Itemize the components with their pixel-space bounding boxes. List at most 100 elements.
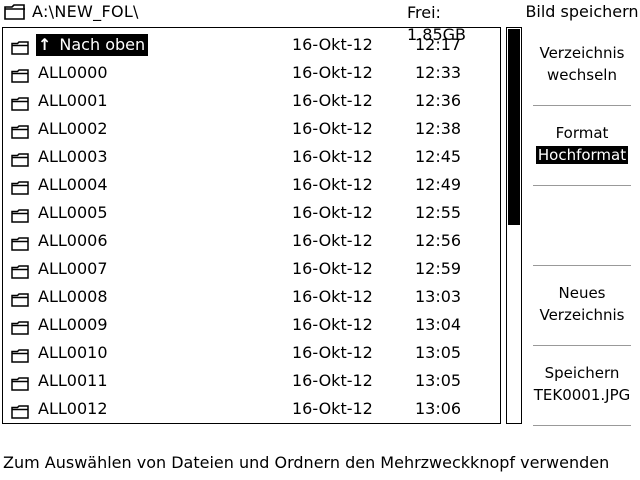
change-directory-button[interactable]: Verzeichnis wechseln: [533, 42, 631, 86]
new-directory-button[interactable]: Neues Verzeichnis: [533, 282, 631, 326]
file-date: 16-Okt-12: [292, 35, 373, 54]
file-name: ALL0007: [36, 258, 111, 280]
file-row[interactable]: ALL0007 16-Okt-12 12:59: [3, 255, 500, 283]
file-date: 16-Okt-12: [292, 147, 373, 166]
file-name: ALL0001: [36, 90, 111, 112]
change-directory-line1: Verzeichnis: [539, 44, 625, 62]
file-date: 16-Okt-12: [292, 231, 373, 250]
file-date: 16-Okt-12: [292, 371, 373, 390]
folder-icon: [11, 180, 29, 195]
file-name: ALL0004: [36, 174, 111, 196]
file-time: 12:49: [415, 175, 462, 194]
file-name-text: ALL0003: [38, 147, 108, 166]
menu-divider: [533, 185, 631, 186]
free-space: Frei: 1.85GB: [407, 3, 466, 44]
file-time: 12:33: [415, 63, 462, 82]
header-bar: A:\NEW_FOL\ Frei: 1.85GB: [0, 0, 505, 44]
arrow-up-icon: ↑: [38, 35, 52, 54]
file-time: 13:03: [415, 287, 462, 306]
folder-icon: [11, 152, 29, 167]
file-row[interactable]: ALL0000 16-Okt-12 12:33: [3, 59, 500, 87]
file-date: 16-Okt-12: [292, 315, 373, 334]
file-name: ALL0010: [36, 342, 111, 364]
folder-icon: [11, 404, 29, 419]
file-date: 16-Okt-12: [292, 119, 373, 138]
menu-divider: [533, 265, 631, 266]
file-row[interactable]: ALL0009 16-Okt-12 13:04: [3, 311, 500, 339]
file-name-text: ALL0010: [38, 343, 108, 362]
file-date: 16-Okt-12: [292, 175, 373, 194]
file-name-text: ALL0011: [38, 371, 108, 390]
file-row[interactable]: ALL0012 16-Okt-12 13:06: [3, 395, 500, 423]
folder-icon: [11, 320, 29, 335]
file-time: 12:55: [415, 203, 462, 222]
folder-icon: [11, 292, 29, 307]
save-line1: Speichern: [544, 364, 620, 382]
file-time: 13:04: [415, 315, 462, 334]
save-button[interactable]: Speichern TEK0001.JPG: [533, 362, 631, 406]
file-time: 12:38: [415, 119, 462, 138]
file-row[interactable]: ALL0006 16-Okt-12 12:56: [3, 227, 500, 255]
file-time: 13:06: [415, 399, 462, 418]
file-row[interactable]: ALL0001 16-Okt-12 12:36: [3, 87, 500, 115]
file-time: 12:56: [415, 231, 462, 250]
new-directory-line1: Neues: [558, 284, 606, 302]
file-date: 16-Okt-12: [292, 91, 373, 110]
menu-divider: [533, 105, 631, 106]
menu-divider: [533, 345, 631, 346]
folder-icon: [11, 376, 29, 391]
file-name-text: ALL0006: [38, 231, 108, 250]
file-time: 13:05: [415, 371, 462, 390]
file-date: 16-Okt-12: [292, 63, 373, 82]
file-date: 16-Okt-12: [292, 343, 373, 362]
file-row[interactable]: ALL0004 16-Okt-12 12:49: [3, 171, 500, 199]
format-value: Hochformat: [535, 146, 629, 164]
file-date: 16-Okt-12: [292, 203, 373, 222]
change-directory-line2: wechseln: [547, 66, 617, 84]
file-time: 13:05: [415, 343, 462, 362]
file-row[interactable]: ALL0002 16-Okt-12 12:38: [3, 115, 500, 143]
file-row[interactable]: ALL0003 16-Okt-12 12:45: [3, 143, 500, 171]
scrollbar[interactable]: [506, 27, 522, 424]
file-name-text: ALL0001: [38, 91, 108, 110]
current-path: A:\NEW_FOL\: [32, 2, 139, 21]
folder-icon: [11, 96, 29, 111]
file-name: ALL0006: [36, 230, 111, 252]
folder-icon: [11, 208, 29, 223]
file-row[interactable]: ALL0005 16-Okt-12 12:55: [3, 199, 500, 227]
file-name: ALL0000: [36, 62, 111, 84]
file-row[interactable]: ALL0010 16-Okt-12 13:05: [3, 339, 500, 367]
folder-icon: [11, 236, 29, 251]
file-name: ALL0005: [36, 202, 111, 224]
file-time: 12:17: [415, 35, 462, 54]
scrollbar-thumb[interactable]: [508, 29, 520, 225]
file-name: ALL0011: [36, 370, 111, 392]
folder-icon: [4, 4, 25, 20]
save-filename: TEK0001.JPG: [533, 386, 631, 404]
file-name-text: Nach oben: [59, 35, 146, 54]
file-name: ALL0008: [36, 286, 111, 308]
file-name-text: ALL0007: [38, 259, 108, 278]
file-time: 12:36: [415, 91, 462, 110]
format-button[interactable]: Format Hochformat: [533, 122, 631, 166]
file-row[interactable]: ALL0011 16-Okt-12 13:05: [3, 367, 500, 395]
folder-icon: [11, 68, 29, 83]
file-date: 16-Okt-12: [292, 399, 373, 418]
file-name-text: ALL0009: [38, 315, 108, 334]
file-name: ALL0012: [36, 398, 111, 420]
menu-divider: [533, 425, 631, 426]
file-list[interactable]: ↑ Nach oben 16-Okt-12 12:17 ALL0000 16-Okt-12…: [2, 27, 501, 424]
folder-icon: [11, 348, 29, 363]
footer-hint: Zum Auswählen von Dateien und Ordnern de…: [3, 453, 610, 472]
file-row[interactable]: ↑ Nach oben 16-Okt-12 12:17: [3, 31, 500, 59]
file-row[interactable]: ALL0008 16-Okt-12 13:03: [3, 283, 500, 311]
file-name: ↑ Nach oben: [36, 34, 149, 56]
file-time: 12:45: [415, 147, 462, 166]
file-time: 12:59: [415, 259, 462, 278]
file-name-text: ALL0012: [38, 399, 108, 418]
file-date: 16-Okt-12: [292, 287, 373, 306]
file-name-text: ALL0002: [38, 119, 108, 138]
folder-icon: [11, 124, 29, 139]
folder-icon: [11, 40, 29, 55]
file-date: 16-Okt-12: [292, 259, 373, 278]
